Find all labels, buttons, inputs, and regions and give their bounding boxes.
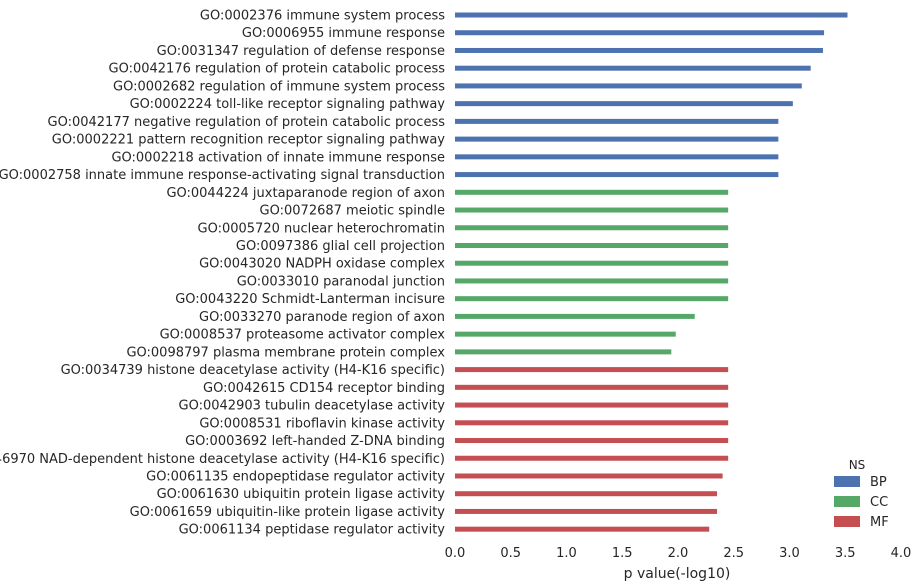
bar-29: [455, 508, 718, 514]
bar-25: [455, 438, 729, 444]
category-label-8: GO:0002221 pattern recognition receptor …: [52, 133, 446, 148]
category-label-15: GO:0043020 NADPH oxidase complex: [199, 257, 445, 272]
bar-22: [455, 384, 729, 390]
category-label-28: GO:0061630 ubiquitin protein ligase acti…: [157, 487, 446, 502]
category-label-14: GO:0097386 glial cell projection: [236, 239, 445, 254]
category-label-21: GO:0034739 histone deacetylase activity …: [61, 363, 445, 378]
bar-28: [455, 491, 718, 497]
category-label-18: GO:0033270 paranode region of axon: [199, 310, 445, 325]
bar-10: [455, 172, 779, 178]
category-label-4: GO:0042176 regulation of protein catabol…: [109, 62, 446, 77]
bar-27: [455, 473, 723, 479]
bar-5: [455, 83, 802, 89]
category-label-25: GO:0003692 left-handed Z-DNA binding: [185, 434, 445, 449]
category-label-12: GO:0072687 meiotic spindle: [260, 204, 445, 219]
bar-18: [455, 313, 695, 319]
category-label-29: GO:0061659 ubiquitin-like protein ligase…: [130, 505, 446, 520]
x-tick-label-8: 3.5: [835, 546, 856, 561]
bar-21: [455, 367, 729, 373]
bar-6: [455, 101, 793, 107]
bar-26: [455, 455, 729, 461]
legend-entries: BP CC MF: [834, 475, 889, 530]
legend-swatch-cc: [834, 496, 860, 507]
category-label-30: GO:0061134 peptidase regulator activity: [179, 523, 446, 538]
x-tick-label-5: 2.0: [668, 546, 689, 561]
category-label-23: GO:0042903 tubulin deacetylase activity: [179, 399, 446, 414]
bar-3: [455, 47, 823, 53]
category-label-7: GO:0042177 negative regulation of protei…: [48, 115, 446, 130]
category-label-10: GO:0002758 innate immune response-activa…: [0, 168, 445, 183]
category-label-16: GO:0033010 paranodal junction: [237, 274, 445, 289]
bar-20: [455, 349, 672, 355]
category-label-5: GO:0002682 regulation of immune system p…: [113, 79, 445, 94]
x-tick-label-4: 1.5: [612, 546, 633, 561]
legend-label-mf: MF: [870, 515, 889, 530]
bar-12: [455, 207, 729, 213]
bar-19: [455, 331, 676, 337]
bar-30: [455, 526, 710, 532]
bar-11: [455, 189, 729, 195]
category-label-9: GO:0002218 activation of innate immune r…: [111, 150, 445, 165]
bar-16: [455, 278, 729, 284]
bars-group: [455, 12, 848, 532]
legend-swatch-bp: [834, 476, 860, 487]
x-tick-label-3: 1.0: [556, 546, 577, 561]
bar-9: [455, 154, 779, 160]
bar-1: [455, 12, 848, 18]
category-label-19: GO:0008537 proteasome activator complex: [160, 328, 446, 343]
category-label-1: GO:0002376 immune system process: [200, 9, 445, 24]
legend-swatch-mf: [834, 516, 860, 527]
category-label-22: GO:0042615 CD154 receptor binding: [203, 381, 445, 396]
category-label-27: GO:0061135 endopeptidase regulator activ…: [146, 469, 445, 484]
bar-2: [455, 30, 825, 36]
bar-8: [455, 136, 779, 142]
bar-7: [455, 118, 779, 124]
x-tick-label-2: 0.5: [500, 546, 521, 561]
category-label-3: GO:0031347 regulation of defense respons…: [157, 44, 445, 59]
category-label-6: GO:0002224 toll-like receptor signaling …: [130, 97, 446, 112]
category-label-17: GO:0043220 Schmidt-Lanterman incisure: [175, 292, 445, 307]
legend: NS BP CC MF: [834, 458, 889, 530]
bar-23: [455, 402, 729, 408]
category-labels: GO:0002376 immune system process GO:00069…: [0, 9, 445, 538]
x-tick-label-9: 4.0: [891, 546, 912, 561]
bar-13: [455, 225, 729, 231]
category-label-2: GO:0006955 immune response: [242, 26, 445, 41]
x-tick-label-1: 0.0: [445, 546, 466, 561]
category-label-13: GO:0005720 nuclear heterochromatin: [198, 221, 446, 236]
x-axis-title: p value(-log10): [624, 566, 731, 582]
category-label-26: GO:0046970 NAD-dependent histone deacety…: [0, 452, 445, 467]
legend-label-bp: BP: [870, 475, 887, 490]
x-tick-label-7: 3.0: [779, 546, 800, 561]
bar-24: [455, 420, 729, 426]
bar-17: [455, 296, 729, 302]
bar-4: [455, 65, 811, 71]
x-axis-ticks: 0.0 0.5 1.0 1.5 2.0 2.5 3.0 3.5 4.0: [445, 546, 912, 561]
category-label-20: GO:0098797 plasma membrane protein compl…: [126, 345, 445, 360]
bar-15: [455, 260, 729, 266]
legend-label-cc: CC: [870, 495, 888, 510]
bar-14: [455, 242, 729, 248]
x-tick-label-6: 2.5: [723, 546, 744, 561]
category-label-11: GO:0044224 juxtaparanode region of axon: [166, 186, 445, 201]
legend-title: NS: [849, 458, 866, 472]
category-label-24: GO:0008531 riboflavin kinase activity: [199, 416, 445, 431]
